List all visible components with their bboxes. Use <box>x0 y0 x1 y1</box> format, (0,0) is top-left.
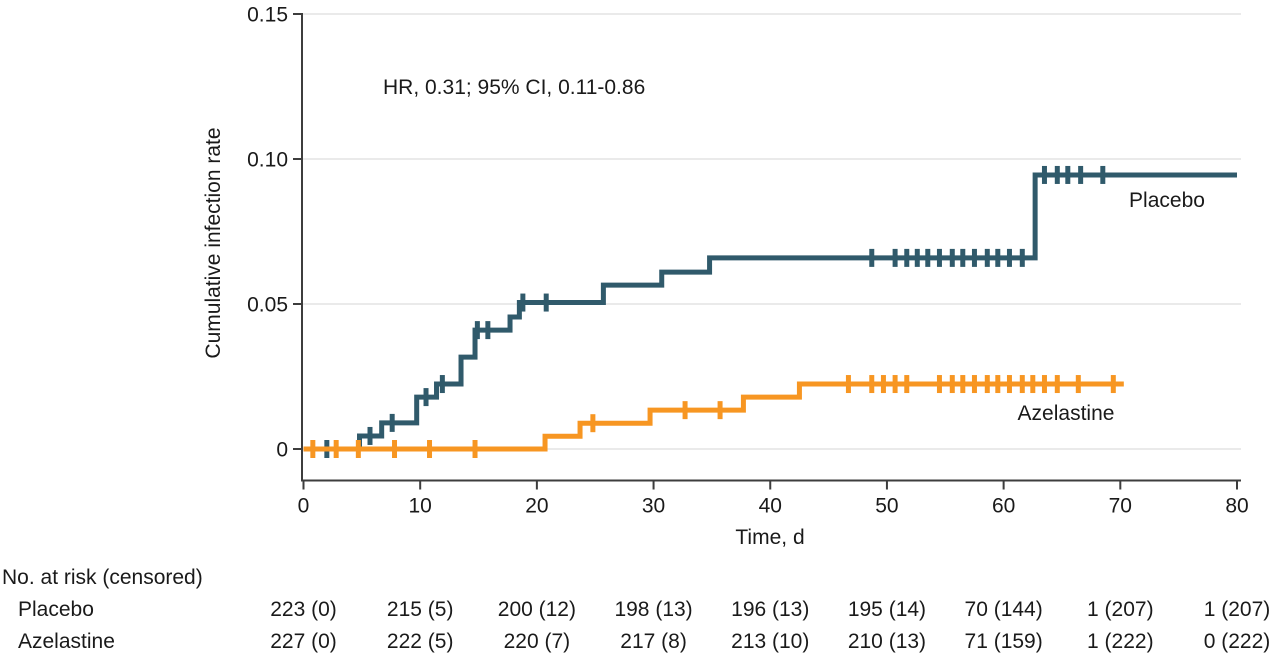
risk-cell: 1 (207) <box>1203 598 1271 621</box>
risk-row-label-azelastine: Azelastine <box>18 630 115 653</box>
series-curve-azelastine <box>303 381 1124 452</box>
y-tick-label: 0.15 <box>247 4 288 27</box>
risk-cell: 196 (13) <box>731 598 810 621</box>
risk-row-label-placebo: Placebo <box>18 598 94 621</box>
series-curve-placebo <box>303 172 1237 452</box>
risk-cell: 71 (159) <box>964 630 1043 653</box>
risk-cell: 215 (5) <box>386 598 454 621</box>
risk-cell: 198 (13) <box>614 598 693 621</box>
y-tick-label: 0 <box>276 439 288 462</box>
risk-cell: 1 (222) <box>1087 630 1154 653</box>
risk-cell: 1 (207) <box>1087 598 1154 621</box>
series-label-placebo: Placebo <box>1129 189 1205 212</box>
x-tick-label: 20 <box>525 495 548 518</box>
risk-cell: 200 (12) <box>497 598 576 621</box>
risk-cell: 213 (10) <box>731 630 810 653</box>
hr-annotation: HR, 0.31; 95% CI, 0.11-0.86 <box>383 76 646 99</box>
risk-cell: 222 (5) <box>386 630 454 653</box>
risk-cell: 70 (144) <box>964 598 1043 621</box>
x-tick-label: 0 <box>298 495 310 518</box>
x-tick-label: 70 <box>1109 495 1132 518</box>
x-tick-label: 10 <box>409 495 432 518</box>
risk-cell: 223 (0) <box>270 598 337 621</box>
y-tick-label: 0.10 <box>247 149 288 172</box>
risk-cell: 227 (0) <box>270 630 337 653</box>
series-label-azelastine: Azelastine <box>1017 402 1115 425</box>
x-tick-label: 40 <box>759 495 782 518</box>
risk-cell: 220 (7) <box>503 630 571 653</box>
y-axis-label: Cumulative infection rate <box>202 127 225 359</box>
risk-cell: 217 (8) <box>620 630 687 653</box>
risk-cell: 195 (14) <box>847 598 927 621</box>
x-tick-label: 80 <box>1225 495 1248 518</box>
risk-cell: 210 (13) <box>847 630 927 653</box>
x-tick-label: 60 <box>992 495 1015 518</box>
x-tick-label: 50 <box>875 495 898 518</box>
risk-table-header: No. at risk (censored) <box>2 566 203 589</box>
risk-cell: 0 (222) <box>1203 630 1271 653</box>
x-tick-label: 30 <box>642 495 665 518</box>
y-tick-label: 0.05 <box>247 294 288 317</box>
x-axis-label: Time, d <box>735 526 805 549</box>
